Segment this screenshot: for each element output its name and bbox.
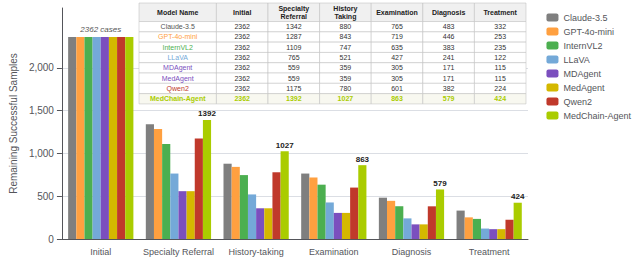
svg-text:1342: 1342 <box>286 23 302 30</box>
svg-text:Remaining Successful Samples: Remaining Successful Samples <box>8 53 19 194</box>
svg-text:InternVL2: InternVL2 <box>563 41 602 51</box>
svg-text:719: 719 <box>391 33 403 40</box>
svg-text:1109: 1109 <box>286 44 301 51</box>
svg-text:559: 559 <box>288 64 300 71</box>
svg-text:MedAgent: MedAgent <box>162 75 194 83</box>
svg-text:Diagnosis: Diagnosis <box>392 247 432 257</box>
svg-text:0: 0 <box>48 234 54 245</box>
svg-text:483: 483 <box>443 23 455 30</box>
svg-text:446: 446 <box>443 33 455 40</box>
svg-text:Diagnosis: Diagnosis <box>432 9 466 17</box>
svg-text:GPT-4o-mini: GPT-4o-mini <box>563 27 614 37</box>
svg-text:Qwen2: Qwen2 <box>563 97 592 107</box>
svg-text:1,000: 1,000 <box>29 148 54 159</box>
svg-text:171: 171 <box>443 75 455 82</box>
svg-text:1,500: 1,500 <box>29 105 54 116</box>
svg-text:424: 424 <box>511 192 525 201</box>
svg-text:863: 863 <box>356 155 370 164</box>
svg-text:History-taking: History-taking <box>229 247 284 257</box>
svg-text:332: 332 <box>494 23 506 30</box>
svg-text:241: 241 <box>443 54 455 61</box>
svg-text:Specialty Referral: Specialty Referral <box>143 247 214 257</box>
svg-text:2362: 2362 <box>234 85 250 92</box>
svg-text:History: History <box>333 5 357 13</box>
svg-text:Treatment: Treatment <box>469 247 510 257</box>
svg-text:765: 765 <box>391 23 403 30</box>
svg-text:1175: 1175 <box>286 85 301 92</box>
svg-text:Treatment: Treatment <box>483 9 517 16</box>
svg-text:MDAgent: MDAgent <box>163 64 192 72</box>
svg-text:MedAgent: MedAgent <box>563 83 605 93</box>
svg-text:765: 765 <box>288 54 300 61</box>
svg-text:359: 359 <box>340 75 352 82</box>
svg-text:235: 235 <box>494 44 506 51</box>
svg-text:Specialty: Specialty <box>278 5 309 13</box>
svg-text:2362: 2362 <box>234 54 250 61</box>
svg-text:Claude-3.5: Claude-3.5 <box>161 23 195 30</box>
svg-text:Claude-3.5: Claude-3.5 <box>563 13 607 23</box>
svg-text:843: 843 <box>340 33 352 40</box>
svg-text:521: 521 <box>340 54 352 61</box>
svg-text:2362: 2362 <box>234 23 250 30</box>
svg-text:GPT-4o-mini: GPT-4o-mini <box>158 33 198 40</box>
svg-text:2362: 2362 <box>234 75 250 82</box>
svg-text:880: 880 <box>340 23 352 30</box>
svg-text:382: 382 <box>443 85 455 92</box>
svg-text:Qwen2: Qwen2 <box>167 85 189 93</box>
svg-text:427: 427 <box>391 54 403 61</box>
svg-text:1392: 1392 <box>198 109 216 118</box>
svg-text:2362: 2362 <box>234 33 250 40</box>
svg-text:1287: 1287 <box>286 33 302 40</box>
svg-text:1392: 1392 <box>286 95 302 102</box>
svg-text:Examination: Examination <box>376 9 418 16</box>
svg-text:2362: 2362 <box>234 95 250 102</box>
svg-text:Referral: Referral <box>281 13 308 20</box>
svg-text:Initial: Initial <box>233 9 251 16</box>
svg-text:780: 780 <box>340 85 352 92</box>
svg-text:747: 747 <box>340 44 352 51</box>
svg-text:115: 115 <box>495 64 506 71</box>
svg-text:424: 424 <box>494 95 506 102</box>
svg-text:305: 305 <box>391 75 403 82</box>
svg-text:MedChain-Agent: MedChain-Agent <box>563 111 631 121</box>
svg-text:601: 601 <box>391 85 403 92</box>
svg-text:383: 383 <box>443 44 455 51</box>
svg-text:359: 359 <box>340 64 352 71</box>
svg-text:579: 579 <box>433 179 447 188</box>
svg-text:305: 305 <box>391 64 403 71</box>
svg-text:LLaVA: LLaVA <box>563 55 589 65</box>
svg-text:Taking: Taking <box>334 13 356 21</box>
svg-text:LLaVA: LLaVA <box>167 54 188 61</box>
svg-text:2362 cases: 2362 cases <box>79 25 121 34</box>
svg-text:MedChain-Agent: MedChain-Agent <box>150 95 206 103</box>
svg-text:Examination: Examination <box>309 247 359 257</box>
svg-text:MDAgent: MDAgent <box>563 69 601 79</box>
svg-text:253: 253 <box>494 33 506 40</box>
svg-text:1027: 1027 <box>338 95 354 102</box>
svg-text:863: 863 <box>391 95 403 102</box>
svg-text:579: 579 <box>443 95 455 102</box>
svg-text:171: 171 <box>443 64 455 71</box>
svg-text:InternVL2: InternVL2 <box>163 44 193 51</box>
svg-text:2,000: 2,000 <box>29 62 54 73</box>
svg-text:2362: 2362 <box>234 44 250 51</box>
svg-text:115: 115 <box>495 75 506 82</box>
svg-text:559: 559 <box>288 75 300 82</box>
svg-text:2362: 2362 <box>234 64 250 71</box>
svg-text:122: 122 <box>494 54 506 61</box>
svg-text:500: 500 <box>37 191 54 202</box>
svg-text:Model Name: Model Name <box>157 9 198 16</box>
svg-text:Initial: Initial <box>90 247 111 257</box>
svg-text:1027: 1027 <box>276 141 294 150</box>
svg-text:635: 635 <box>391 44 403 51</box>
svg-text:224: 224 <box>494 85 506 92</box>
